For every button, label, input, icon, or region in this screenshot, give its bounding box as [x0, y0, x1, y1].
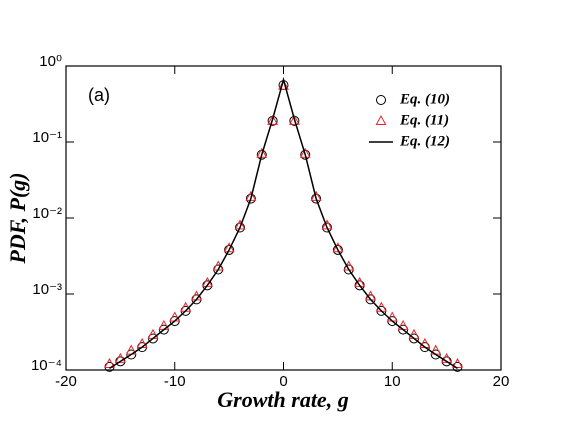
data-point: [278, 79, 289, 90]
data-point: [300, 149, 311, 160]
x-axis-label: Growth rate, g: [217, 387, 348, 412]
data-point: [441, 352, 453, 363]
legend-label: Eq. (10): [399, 91, 450, 107]
data-point: [322, 222, 332, 233]
data-point: [311, 193, 322, 204]
data-point: [104, 357, 115, 368]
x-tick-label: -20: [55, 373, 77, 390]
y-tick-label: 10⁻²: [32, 205, 62, 222]
y-tick-label: 10⁻³: [32, 281, 62, 298]
x-tick-label: -10: [164, 373, 186, 390]
data-point: [332, 242, 344, 253]
data-point: [288, 114, 300, 125]
y-tick-label: 10⁰: [39, 53, 62, 70]
legend-label: Eq. (12): [399, 133, 450, 149]
data-line: [109, 76, 458, 370]
data-point: [223, 242, 235, 253]
data-point: [114, 352, 126, 363]
data-point: [224, 244, 235, 255]
data-point: [332, 244, 343, 255]
legend-swatch: [376, 95, 386, 105]
annotation: (a): [88, 85, 110, 105]
y-axis-label: PDF, P(g): [5, 172, 30, 264]
data-point: [452, 357, 463, 368]
data-point: [235, 222, 245, 233]
y-tick-label: 10⁻¹: [32, 129, 62, 146]
legend-swatch: [375, 114, 387, 125]
y-tick-label: 10⁻⁴: [31, 357, 62, 374]
legend-label: Eq. (11): [399, 112, 449, 128]
x-tick-label: 20: [493, 373, 510, 390]
data-point: [267, 114, 279, 125]
x-tick-label: 10: [384, 373, 401, 390]
data-point: [256, 149, 267, 160]
data-point: [245, 193, 256, 204]
x-tick-label: 0: [279, 373, 287, 390]
